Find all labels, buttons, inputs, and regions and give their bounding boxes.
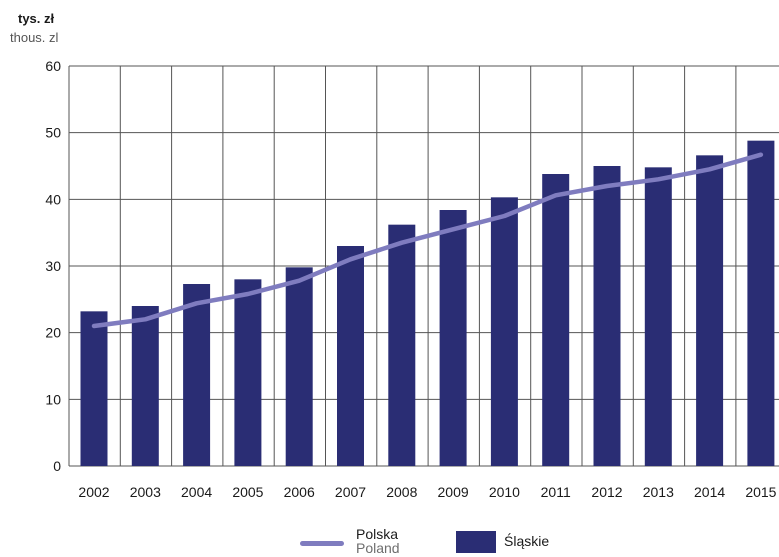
legend-line-swatch bbox=[300, 541, 344, 546]
y-tick-label: 30 bbox=[45, 258, 61, 274]
x-tick-label: 2005 bbox=[232, 484, 263, 500]
bar bbox=[131, 306, 159, 466]
line-series-polska bbox=[91, 152, 764, 329]
bar bbox=[542, 174, 570, 466]
legend-line-label-en: Poland bbox=[356, 540, 400, 556]
y-tick-label: 0 bbox=[53, 458, 61, 474]
x-tick-label: 2008 bbox=[386, 484, 417, 500]
y-unit-label-pl: tys. zł bbox=[18, 11, 55, 26]
bar bbox=[337, 246, 364, 466]
bar bbox=[747, 140, 775, 466]
x-tick-label: 2002 bbox=[78, 484, 109, 500]
x-tick-label: 2014 bbox=[694, 484, 725, 500]
x-tick-label: 2007 bbox=[335, 484, 366, 500]
y-tick-label: 10 bbox=[45, 391, 61, 407]
x-tick-label: 2011 bbox=[541, 484, 571, 500]
bar bbox=[80, 311, 108, 466]
legend-bar-label: Śląskie bbox=[504, 533, 550, 549]
x-tick-label: 2012 bbox=[591, 484, 622, 500]
y-tick-label: 50 bbox=[45, 125, 61, 141]
bar bbox=[388, 224, 416, 466]
bar bbox=[696, 155, 724, 467]
legend-bar-swatch bbox=[456, 531, 496, 553]
x-tick-label: 2015 bbox=[745, 484, 776, 500]
y-tick-label: 40 bbox=[45, 191, 61, 207]
y-unit-label-en: thous. zl bbox=[10, 30, 59, 45]
bar bbox=[490, 197, 518, 467]
bar bbox=[644, 167, 672, 467]
bar bbox=[593, 166, 621, 466]
legend-line-label: Polska bbox=[356, 526, 399, 542]
x-tick-label: 2009 bbox=[438, 484, 469, 500]
x-tick-label: 2013 bbox=[643, 484, 674, 500]
bar bbox=[234, 279, 262, 466]
y-tick-label: 60 bbox=[45, 58, 61, 74]
bar-line-chart: 0 10 20 30 40 50 60 2002 2003 2004 2005 2006 2007 200… bbox=[45, 58, 779, 500]
x-tick-label: 2003 bbox=[130, 484, 161, 500]
x-tick-label: 2010 bbox=[489, 484, 520, 500]
x-tick-label: 2006 bbox=[284, 484, 315, 500]
bar bbox=[183, 284, 211, 466]
bar bbox=[439, 210, 467, 466]
y-tick-label: 20 bbox=[45, 325, 61, 341]
bar bbox=[285, 267, 313, 466]
x-tick-label: 2004 bbox=[181, 484, 212, 500]
